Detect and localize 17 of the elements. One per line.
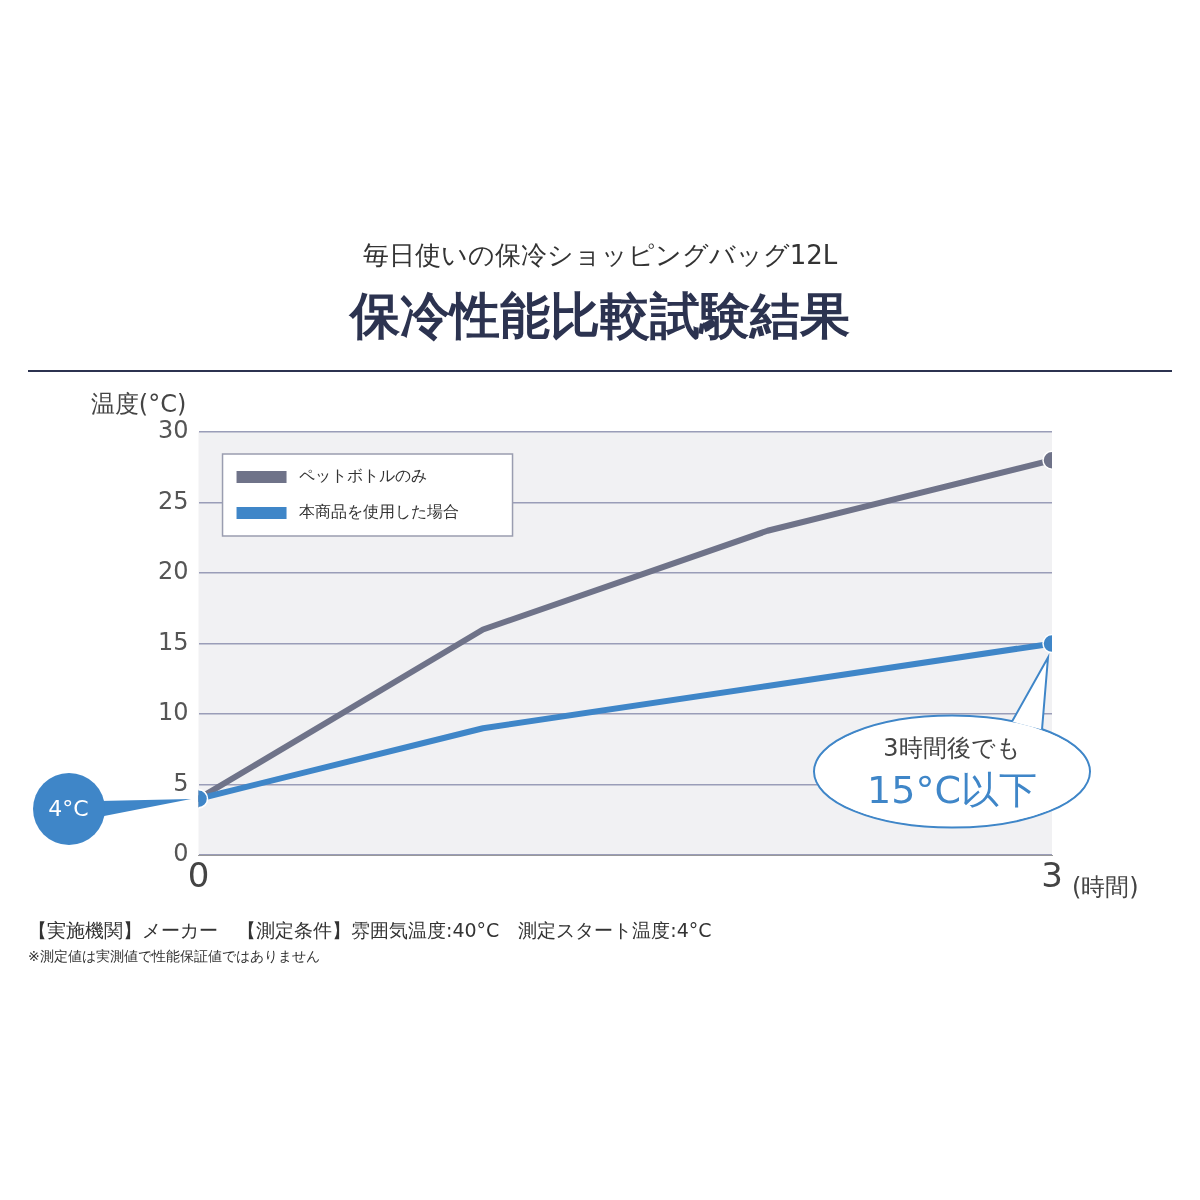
text: 【実施機関】メーカー 【測定条件】雰囲気温度:40°C 測定スタート温度:4°C [28,918,713,943]
y-tick-label: 15 [157,627,189,656]
legend-label: 本商品を使用した場合 [298,502,459,522]
chart-title: 保冷性能比較試験結果 [348,286,851,347]
y-tick-label: 10 [157,698,189,727]
y-tick-label: 30 [157,416,189,445]
y-tick-label: 20 [157,557,189,586]
text: ※測定値は実測値で性能保証値ではありません [28,948,321,966]
y-tick-label: 5 [173,768,189,797]
annotation: 3時間後でも 15°C以下 [867,733,1037,813]
chart-subtitle: 毎日使いの保冷ショッピングバッグ12L [361,239,839,272]
x-axis-title: (時間) [1072,873,1139,902]
y-tick-label: 25 [157,486,189,515]
x-tick-label: 3 [1041,855,1063,896]
annotation: 4°C [47,794,90,823]
y-axis-title: 温度(°C) [90,390,187,419]
legend-label: ペットボトルのみ [298,466,427,486]
